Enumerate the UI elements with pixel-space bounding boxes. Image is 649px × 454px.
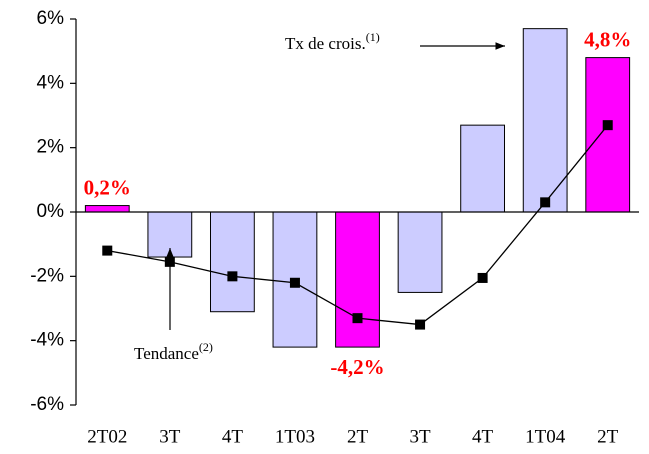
x-tick-label: 2T [597, 426, 619, 447]
trend-marker [227, 271, 238, 282]
bar [460, 124, 506, 213]
trend-marker [289, 277, 300, 288]
x-tick-label: 3T [410, 426, 432, 447]
trend-marker [352, 313, 363, 324]
value-label: 4,8% [584, 27, 631, 51]
y-tick-label: 0% [37, 201, 65, 222]
value-label: 0,2% [84, 175, 131, 199]
y-tick-label: -4% [30, 330, 64, 351]
y-tick-label: 2% [37, 137, 65, 158]
bar [209, 211, 255, 313]
y-tick-label: -6% [30, 394, 64, 415]
y-tick-label: 6% [37, 8, 65, 29]
bar [585, 57, 631, 213]
x-tick-label: 2T02 [87, 426, 127, 447]
x-tick-label: 3T [159, 426, 181, 447]
y-tick-label: 4% [37, 72, 65, 93]
x-tick-label: 4T [472, 426, 494, 447]
y-tick-label: -2% [30, 265, 64, 286]
trend-marker [602, 120, 613, 131]
bar [522, 28, 568, 213]
bar [397, 211, 443, 293]
x-tick-label: 4T [222, 426, 244, 447]
x-tick-label: 1T04 [525, 426, 566, 447]
bar [335, 211, 380, 348]
x-tick-label: 2T [347, 426, 369, 447]
trend-marker [102, 245, 113, 256]
trend-marker [415, 319, 426, 330]
annotation: Tx de crois.(1) [285, 30, 380, 53]
annotation: Tendance(2) [134, 340, 213, 363]
trend-marker [477, 272, 488, 283]
bar [84, 205, 130, 213]
trend-marker [540, 197, 551, 208]
value-label: -4,2% [330, 355, 384, 379]
x-tick-label: 1T03 [275, 426, 315, 447]
